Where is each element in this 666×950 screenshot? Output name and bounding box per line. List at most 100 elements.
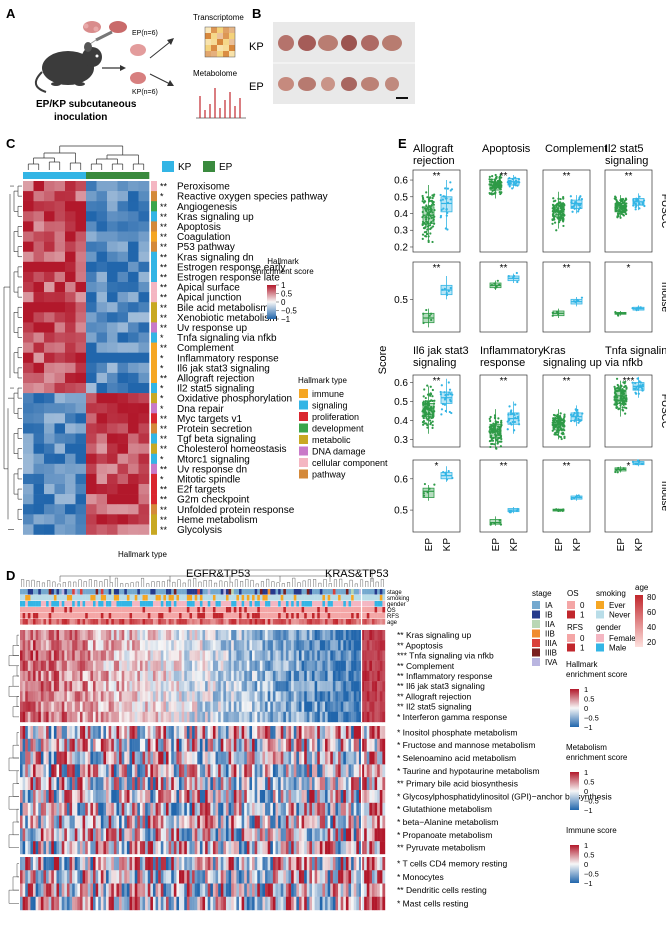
track-smoking [43, 595, 46, 601]
heatmap-cell [286, 650, 289, 660]
heatmap-cell [103, 726, 106, 739]
track-gender [255, 601, 258, 607]
track-rfs [315, 613, 318, 619]
point-KP [510, 182, 512, 184]
heatmap-cell [268, 630, 271, 640]
track-rfs [127, 613, 130, 619]
heatmap-cell [171, 650, 174, 660]
heatmap-cell [62, 739, 65, 752]
heatmap-cell [103, 691, 106, 701]
track-os [302, 607, 305, 613]
heatmap-cell [182, 661, 185, 671]
point-EP [561, 204, 563, 206]
row-sig: ** [160, 444, 168, 454]
track-rfs [187, 613, 190, 619]
track-rfs [109, 613, 112, 619]
track-stage [145, 589, 148, 595]
heatmap-cell [218, 650, 221, 660]
type-strip-cell [151, 403, 157, 413]
heatmap-cell [192, 702, 195, 712]
type-strip-cell [151, 504, 157, 514]
heatmap-cell [239, 764, 242, 777]
heatmap-cell [77, 752, 80, 765]
heatmap-cell [111, 661, 114, 671]
track-os [166, 607, 169, 613]
track-rfs [174, 613, 177, 619]
heatmap-cell [367, 739, 370, 752]
track-stage [302, 589, 305, 595]
heatmap-cell [281, 681, 284, 691]
heat-cell [34, 363, 45, 373]
heat-cell [97, 413, 108, 423]
heatmap-cell [124, 650, 127, 660]
heat-cell [34, 282, 45, 292]
heatmap-cell [203, 661, 206, 671]
tumor-kp-2 [298, 35, 316, 51]
track-age [262, 619, 265, 625]
track-smoking [325, 595, 328, 601]
track-gender [252, 601, 255, 607]
heatmap-cell [46, 739, 49, 752]
track-stage [171, 589, 174, 595]
heat-cell [107, 423, 118, 433]
heatmap-cell [252, 691, 255, 701]
point-EP [429, 211, 431, 213]
heatmap-cell [325, 712, 328, 722]
point-EP [422, 211, 424, 213]
mouse-icon [36, 42, 102, 92]
type-strip-cell [151, 292, 157, 302]
track-os [268, 607, 271, 613]
track-gender [49, 601, 52, 607]
heatmap-cell [257, 650, 260, 660]
heatmap-cell [364, 671, 367, 681]
heatmap-cell [382, 650, 385, 660]
heat-cell [44, 221, 55, 231]
heat-cell [128, 383, 139, 393]
heatmap-cell [216, 726, 219, 739]
point-EP [616, 396, 618, 398]
point-EP [553, 427, 555, 429]
heatmap-cell [140, 630, 143, 640]
heat-cell [128, 302, 139, 312]
heatmap-cell [213, 671, 216, 681]
heatmap-cell [145, 630, 148, 640]
track-gender [166, 601, 169, 607]
heatmap-cell [372, 661, 375, 671]
heatmap-cell [380, 650, 383, 660]
heatmap-cell [260, 661, 263, 671]
x-tick-label: KP [442, 538, 453, 552]
heatmap-cell [184, 702, 187, 712]
point-EP [562, 432, 564, 434]
point-EP [620, 200, 622, 202]
heatmap-cell [216, 752, 219, 765]
heat-cell [86, 242, 97, 252]
heat-cell [76, 221, 87, 231]
heatmap-cell [351, 681, 354, 691]
mini-heat-cell [217, 27, 223, 33]
track-smoking [369, 595, 372, 601]
heatmap-cell [101, 702, 104, 712]
track-gender [364, 601, 367, 607]
track-stage [382, 589, 385, 595]
heatmap-cell [260, 739, 263, 752]
heatmap-cell [351, 702, 354, 712]
track-stage [88, 589, 91, 595]
track-age [132, 619, 135, 625]
heatmap-cell [116, 739, 119, 752]
heatmap-cell [372, 712, 375, 722]
heatmap-cell [124, 661, 127, 671]
heatmap-cell [163, 764, 166, 777]
heatmap-cell [322, 650, 325, 660]
heat-cell [44, 373, 55, 383]
heat-cell [128, 474, 139, 484]
heat-cell [118, 464, 129, 474]
heatmap-cell [36, 661, 39, 671]
heatmap-cell [289, 764, 292, 777]
point-KP [574, 420, 576, 422]
heatmap-cell [309, 640, 312, 650]
heatmap-cell [351, 726, 354, 739]
heatmap-cell [33, 752, 36, 765]
heatmap-cell [163, 661, 166, 671]
heatmap-cell [174, 726, 177, 739]
track-age [124, 619, 127, 625]
